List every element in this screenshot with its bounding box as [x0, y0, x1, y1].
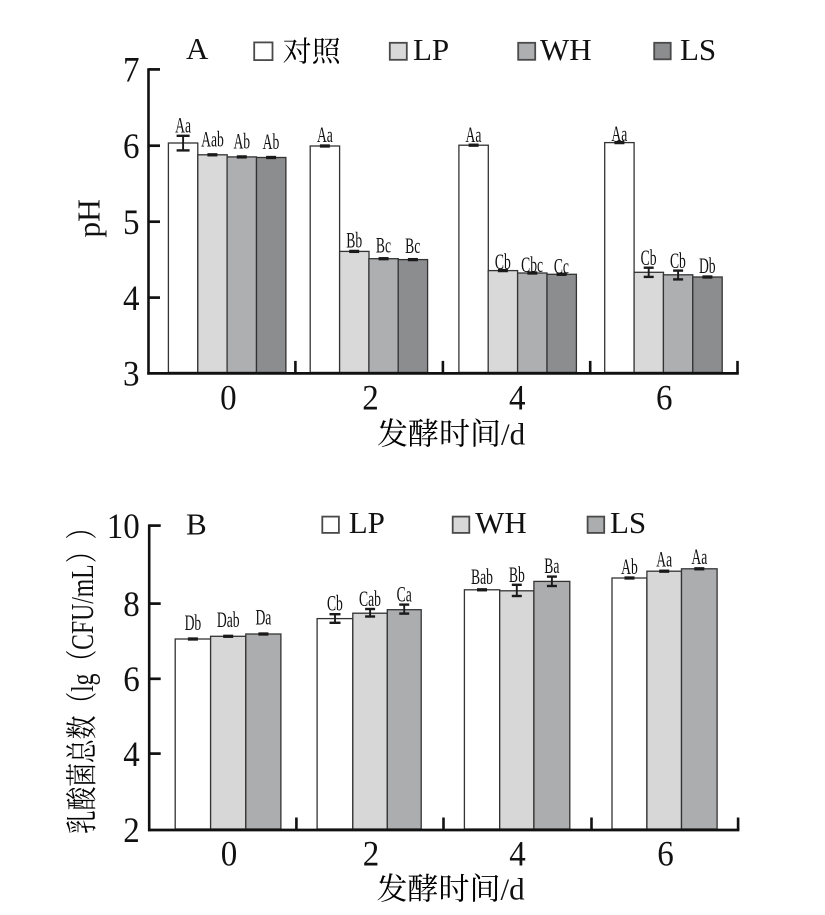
svg-text:Aab: Aab	[201, 127, 224, 151]
svg-text:6: 6	[123, 127, 140, 166]
svg-text:/d: /d	[501, 417, 526, 452]
svg-text:Aa: Aa	[175, 113, 191, 137]
svg-text:LP: LP	[349, 505, 385, 540]
svg-text:Cab: Cab	[359, 587, 381, 611]
svg-text:Ca: Ca	[397, 582, 412, 606]
svg-text:Ab: Ab	[263, 130, 280, 154]
svg-text:Da: Da	[255, 605, 271, 629]
svg-text:10: 10	[107, 507, 140, 546]
svg-text:6: 6	[657, 834, 674, 873]
svg-text:4: 4	[509, 378, 526, 417]
svg-text:lg: lg	[66, 674, 101, 692]
svg-text:2: 2	[123, 811, 140, 850]
svg-text:Aa: Aa	[656, 547, 672, 571]
svg-text:Aa: Aa	[466, 123, 482, 147]
svg-text:Ba: Ba	[544, 554, 559, 578]
svg-text:Ab: Ab	[233, 129, 250, 153]
svg-text:B: B	[186, 507, 207, 542]
svg-text:6: 6	[123, 660, 140, 699]
svg-text:Cc: Cc	[554, 254, 569, 278]
svg-text:0: 0	[221, 834, 238, 873]
svg-text:8: 8	[123, 585, 140, 624]
svg-text:Cb: Cb	[641, 246, 657, 270]
svg-text:LP: LP	[413, 32, 449, 67]
svg-text:Bc: Bc	[405, 234, 420, 258]
svg-text:Db: Db	[699, 254, 716, 278]
svg-text:CFU/mL: CFU/mL	[66, 564, 101, 649]
svg-text:Bab: Bab	[471, 565, 493, 589]
svg-text:2: 2	[362, 378, 379, 417]
svg-text:LS: LS	[610, 505, 646, 540]
svg-text:Cb: Cb	[670, 249, 686, 273]
svg-text:4: 4	[123, 279, 140, 318]
svg-text:Bc: Bc	[376, 233, 391, 257]
svg-text:Dab: Dab	[217, 608, 240, 632]
svg-text:A: A	[186, 31, 209, 66]
svg-text:Cbc: Cbc	[521, 253, 543, 277]
svg-text:/d: /d	[501, 872, 526, 907]
svg-text:WH: WH	[540, 32, 592, 67]
svg-text:Aa: Aa	[691, 545, 707, 569]
svg-text:Cb: Cb	[327, 591, 343, 615]
svg-text:Ab: Ab	[621, 555, 638, 579]
svg-text:4: 4	[509, 834, 526, 873]
svg-text:6: 6	[656, 378, 673, 417]
svg-text:Bb: Bb	[346, 228, 362, 252]
svg-text:0: 0	[220, 378, 237, 417]
svg-text:Bb: Bb	[509, 563, 525, 587]
svg-text:Aa: Aa	[317, 123, 333, 147]
svg-text:7: 7	[123, 51, 140, 90]
svg-text:4: 4	[123, 735, 140, 774]
svg-text:LS: LS	[680, 32, 716, 67]
svg-text:3: 3	[123, 355, 140, 394]
svg-text:WH: WH	[475, 505, 527, 540]
svg-text:2: 2	[363, 834, 380, 873]
svg-text:Db: Db	[185, 611, 202, 635]
svg-text:pH: pH	[72, 199, 107, 238]
svg-text:5: 5	[123, 203, 140, 242]
svg-text:Cb: Cb	[495, 250, 511, 274]
svg-text:Aa: Aa	[611, 122, 627, 146]
